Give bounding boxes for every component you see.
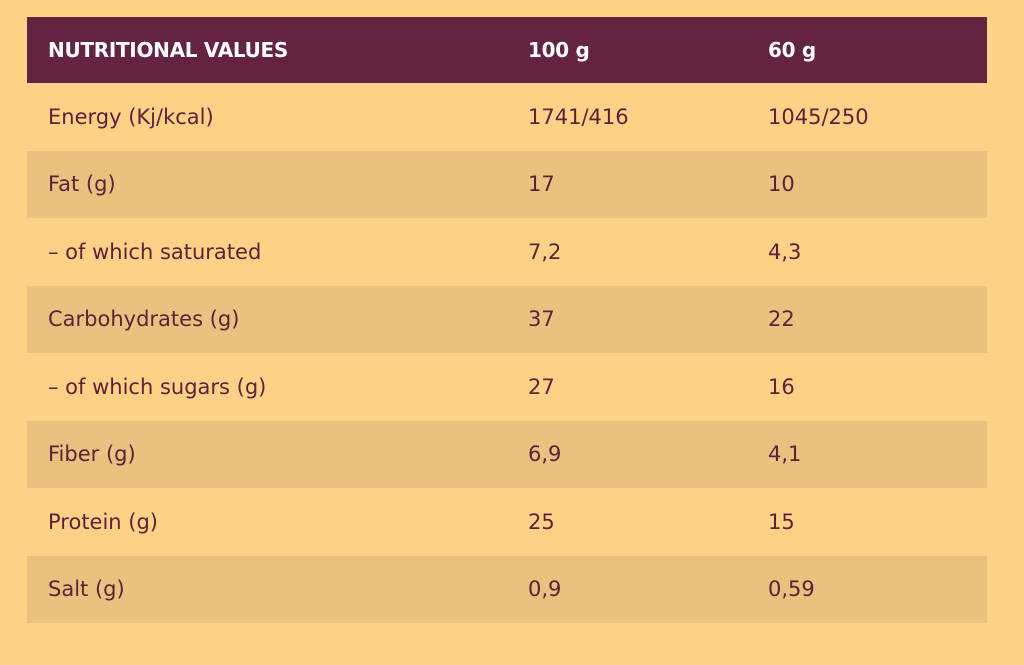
value-per-100g: 6,9 [528, 442, 562, 467]
value-per-100g: 37 [528, 307, 555, 332]
nutrient-label: – of which sugars (g) [48, 374, 267, 399]
table-row: Fat (g) 17 10 [27, 150, 987, 218]
nutrient-label: Energy (Kj/kcal) [48, 104, 214, 129]
nutrition-table-container: NUTRITIONAL VALUES 100 g 60 g Energy (Kj… [27, 17, 987, 623]
table-header-row: NUTRITIONAL VALUES 100 g 60 g [27, 17, 987, 83]
value-per-60g: 15 [768, 509, 795, 534]
value-per-100g: 27 [528, 374, 555, 399]
value-per-100g: 7,2 [528, 239, 562, 264]
value-per-60g: 10 [768, 172, 795, 197]
value-per-60g: 16 [768, 374, 795, 399]
nutrient-label: – of which saturated [48, 239, 262, 264]
header-100g: 100 g [528, 38, 590, 62]
table-row: Carbohydrates (g) 37 22 [27, 285, 987, 353]
nutrition-table: NUTRITIONAL VALUES 100 g 60 g Energy (Kj… [27, 17, 987, 623]
table-row: Salt (g) 0,9 0,59 [27, 555, 987, 623]
value-per-60g: 0,59 [768, 577, 815, 602]
table-row: – of which saturated 7,2 4,3 [27, 218, 987, 286]
nutrient-label: Protein (g) [48, 509, 159, 534]
table-row: – of which sugars (g) 27 16 [27, 353, 987, 421]
value-per-60g: 22 [768, 307, 795, 332]
table-row: Energy (Kj/kcal) 1741/416 1045/250 [27, 83, 987, 151]
value-per-100g: 1741/416 [528, 104, 629, 129]
nutrient-label: Salt (g) [48, 577, 125, 602]
value-per-60g: 1045/250 [768, 104, 869, 129]
table-row: Fiber (g) 6,9 4,1 [27, 420, 987, 488]
table-row: Protein (g) 25 15 [27, 488, 987, 556]
value-per-100g: 17 [528, 172, 555, 197]
nutrient-label: Fat (g) [48, 172, 116, 197]
nutrient-label: Carbohydrates (g) [48, 307, 240, 332]
header-nutritional-values: NUTRITIONAL VALUES [48, 38, 289, 62]
nutrient-label: Fiber (g) [48, 442, 136, 467]
value-per-60g: 4,3 [768, 239, 802, 264]
header-60g: 60 g [768, 38, 816, 62]
value-per-60g: 4,1 [768, 442, 802, 467]
value-per-100g: 0,9 [528, 577, 562, 602]
value-per-100g: 25 [528, 509, 555, 534]
